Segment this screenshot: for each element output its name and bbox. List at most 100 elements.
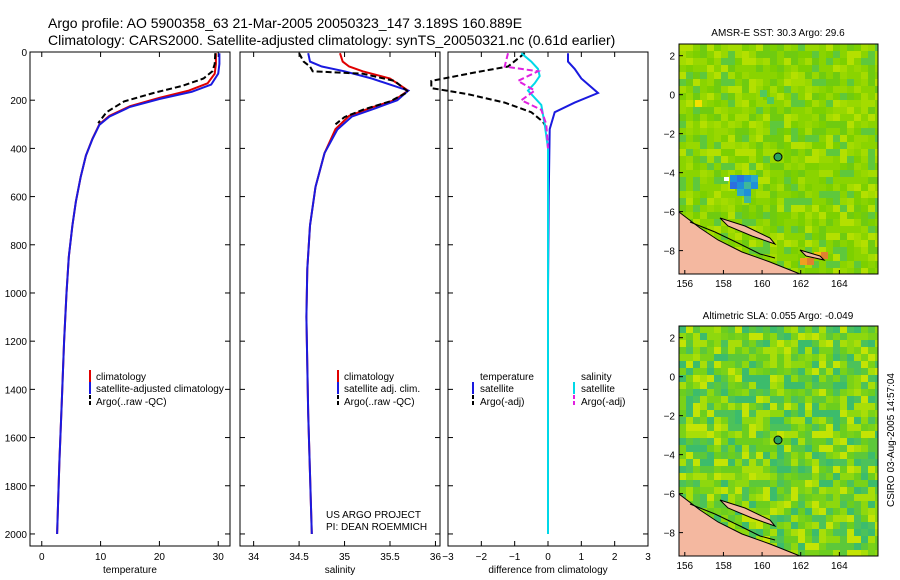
map-cell [770, 79, 777, 86]
map-cell [847, 536, 854, 543]
map-cell [735, 487, 742, 494]
map-cell [805, 51, 812, 58]
map-cell [805, 445, 812, 452]
map-cell [798, 212, 805, 219]
island [719, 499, 777, 528]
map-cell [721, 354, 728, 361]
map-cell [819, 163, 826, 170]
map-cell [679, 361, 686, 368]
map-cell [791, 473, 798, 480]
map-cell [847, 93, 854, 100]
map-cell [728, 508, 735, 515]
map-cell [735, 431, 742, 438]
map-cell [721, 51, 728, 58]
map-cell [805, 368, 812, 375]
map-cell [770, 93, 777, 100]
map-cell [826, 135, 833, 142]
map-cell [798, 494, 805, 501]
map-cell [826, 142, 833, 149]
map-cell [798, 382, 805, 389]
map-cell [812, 480, 819, 487]
map-cell [819, 72, 826, 79]
map-cell [861, 550, 868, 556]
map-cell [686, 79, 693, 86]
map-cell [861, 459, 868, 466]
map-cell [728, 156, 735, 163]
map-cell [784, 121, 791, 128]
map-cell [707, 333, 714, 340]
map-cell [770, 424, 777, 431]
map-cell [819, 508, 826, 515]
map-cell [833, 114, 840, 121]
map-cell [826, 431, 833, 438]
map-cell [714, 44, 721, 51]
map-cell [812, 445, 819, 452]
map-cell [742, 135, 749, 142]
map-cell [749, 58, 756, 65]
map-cell [819, 333, 826, 340]
map-cell [798, 438, 805, 445]
map-cell [826, 58, 833, 65]
map-cell [679, 473, 686, 480]
sla-map-frame [678, 325, 879, 557]
map-cell [742, 375, 749, 382]
map-cell [847, 515, 854, 522]
map-cell [868, 149, 875, 156]
map-cell [686, 44, 693, 51]
map-cell [847, 473, 854, 480]
legend-label-climatology: climatology [344, 372, 394, 383]
map-cell [707, 445, 714, 452]
map-cell [707, 93, 714, 100]
map-cell [707, 65, 714, 72]
map-cell [854, 431, 861, 438]
map-cell [812, 177, 819, 184]
map-cell [756, 361, 763, 368]
map-cell [728, 163, 735, 170]
map-cell [700, 501, 707, 508]
map-cell [784, 508, 791, 515]
map-cell [679, 410, 686, 417]
map-cell [812, 347, 819, 354]
map-cell [875, 347, 878, 354]
map-cell [854, 100, 861, 107]
map-cell [721, 424, 728, 431]
salinity-legend: climatology satellite adj. clim. Argo(..… [337, 370, 420, 408]
map-cell [735, 170, 742, 177]
map-cell [728, 240, 735, 247]
map-cell [686, 142, 693, 149]
map-cell [868, 403, 875, 410]
map-cell [833, 466, 840, 473]
map-cell [742, 368, 749, 375]
coastline [689, 503, 776, 541]
map-cell [861, 240, 868, 247]
map-cell [861, 93, 868, 100]
map-cell [784, 177, 791, 184]
map-cell [763, 247, 770, 254]
series-line-argo-raw-qc- [298, 52, 411, 126]
map-cell [735, 100, 742, 107]
map-cell [756, 247, 763, 254]
map-cell [777, 515, 784, 522]
map-cell [679, 121, 686, 128]
map-cell [854, 233, 861, 240]
map-cell [700, 44, 707, 51]
map-cell [700, 86, 707, 93]
map-cell [791, 170, 798, 177]
map-cell [868, 480, 875, 487]
map-cell [833, 508, 840, 515]
map-cell [700, 163, 707, 170]
map-cell [868, 389, 875, 396]
map-cell [791, 86, 798, 93]
map-cell [686, 107, 693, 114]
x-tick-label: 160 [754, 561, 771, 572]
map-cell [714, 487, 721, 494]
map-cell [854, 333, 861, 340]
map-cell [784, 382, 791, 389]
map-cell [826, 480, 833, 487]
map-cell [791, 529, 798, 536]
legend-label-sal-satellite: satellite [581, 384, 615, 395]
map-cell [735, 382, 742, 389]
map-cell [854, 198, 861, 205]
map-cell [737, 175, 744, 182]
y-tick-label: 0 [669, 91, 675, 102]
